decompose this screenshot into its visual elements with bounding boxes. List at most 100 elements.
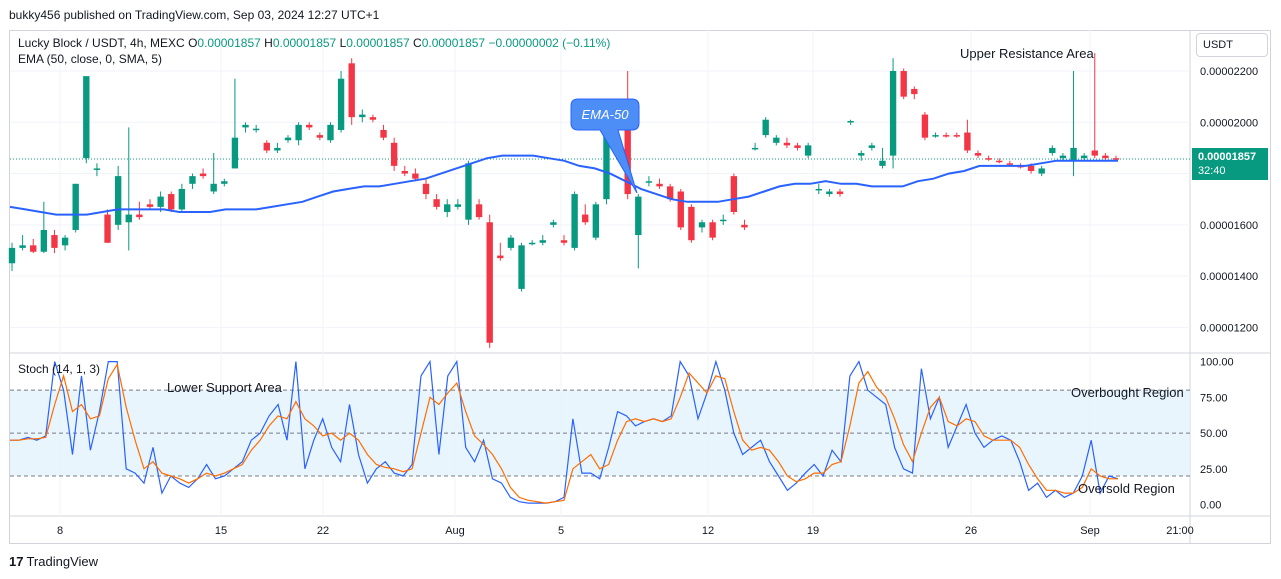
open-label: O	[188, 36, 198, 50]
candle-body	[1070, 147, 1077, 161]
candle-body	[157, 196, 164, 207]
candle-body	[666, 186, 674, 200]
candle-body	[1006, 163, 1014, 165]
candle-body	[454, 204, 462, 207]
time-tick-label: 19	[807, 525, 819, 537]
ema-legend[interactable]: EMA (50, close, 0, SMA, 5)	[18, 52, 163, 66]
candle-body	[284, 137, 292, 141]
stoch-tick-label: 75.00	[1200, 392, 1228, 404]
candle-body	[560, 240, 568, 243]
candle-body	[19, 245, 26, 248]
candle-body	[656, 183, 663, 187]
candle-body	[868, 145, 876, 148]
candle-body	[380, 129, 387, 138]
candle-body	[221, 181, 228, 184]
tradingview-brand[interactable]: 17 TradingView	[9, 554, 98, 569]
candle-body	[1038, 168, 1045, 174]
candle-body	[847, 121, 854, 123]
candle-body	[263, 142, 270, 151]
candle-body	[252, 128, 260, 131]
candle-body	[751, 147, 759, 150]
candle-body	[794, 145, 801, 148]
candle-body	[571, 194, 578, 248]
candle-body	[858, 153, 865, 156]
candle-body	[730, 176, 738, 213]
candle-body	[603, 135, 610, 200]
candle-body	[422, 183, 430, 195]
candle-body	[146, 204, 154, 207]
stoch-tick-label: 50.00	[1200, 428, 1228, 440]
candle-body	[836, 191, 844, 195]
price-tick-label: 0.00001600	[1200, 220, 1258, 232]
candle-body	[539, 240, 546, 243]
candle-body	[1102, 155, 1109, 159]
candle-body	[879, 160, 886, 166]
candle-body	[72, 183, 79, 230]
candle-body	[932, 135, 939, 137]
time-tick-label: Aug	[445, 525, 465, 537]
price-tick-label: 0.00002200	[1200, 66, 1258, 78]
currency-button[interactable]: USDT	[1196, 33, 1268, 57]
ema-callout: EMA-50	[570, 98, 640, 194]
candle-body	[136, 214, 143, 218]
overbought-label: Overbought Region	[1071, 385, 1184, 400]
candle-body	[889, 71, 897, 156]
candle-body	[942, 135, 950, 137]
ema-50-line	[9, 154, 1118, 216]
tradingview-name: TradingView	[26, 554, 99, 569]
candle-body	[412, 173, 419, 179]
candle-body	[783, 142, 791, 146]
stoch-lines	[10, 359, 1119, 504]
ema-line	[9, 154, 1118, 216]
candle-body	[51, 235, 58, 248]
candle-body	[83, 76, 90, 159]
candle-body	[921, 114, 929, 138]
candle-body	[709, 222, 716, 238]
high-value: 0.00001857	[272, 36, 337, 50]
candle-body	[804, 145, 812, 156]
ema-callout-label: EMA-50	[582, 107, 630, 122]
candle-body	[762, 119, 769, 136]
candle-body	[953, 135, 960, 137]
candle-body	[210, 183, 217, 192]
candle-body	[306, 124, 313, 128]
candle-body	[486, 222, 493, 343]
time-tick-label: 5	[558, 525, 564, 537]
change-value: −0.00000002 (−0.11%)	[488, 36, 611, 50]
candle-body	[1080, 155, 1088, 159]
oversold-label: Oversold Region	[1078, 481, 1175, 496]
candle-body	[444, 204, 451, 213]
time-tick-label: 22	[317, 525, 329, 537]
candle-body	[964, 132, 971, 151]
candle-body	[1049, 147, 1056, 154]
axes: 8 15 22 Aug 5 12 19 26 Sep 21:00 0.00002200 0.00002…	[57, 66, 1258, 537]
candle-body	[114, 176, 122, 225]
candle-body	[645, 181, 653, 183]
candle-body	[189, 176, 196, 184]
callout-bubble	[570, 98, 640, 194]
time-tick-label: 21:00	[1166, 525, 1194, 537]
candle-body	[1027, 165, 1035, 171]
price-tick-label: 0.00001400	[1200, 271, 1258, 283]
stoch-k-line	[10, 359, 1119, 504]
candle-body	[698, 222, 706, 228]
candle-body	[327, 124, 334, 141]
candle-body	[231, 137, 239, 169]
candle-body	[61, 237, 69, 246]
candle-body	[348, 63, 355, 118]
candle-body	[1112, 158, 1120, 160]
candle-body	[199, 173, 207, 177]
symbol-label[interactable]: Lucky Block / USDT, 4h, MEXC	[18, 36, 185, 50]
stoch-legend[interactable]: Stoch (14, 1, 3)	[18, 362, 101, 376]
candle-body	[528, 242, 536, 245]
candle-body	[337, 78, 345, 130]
candle-body	[815, 188, 822, 191]
candle-body	[592, 204, 600, 238]
candle-body	[390, 142, 398, 166]
candle-body	[168, 194, 175, 210]
candle-body	[720, 219, 727, 222]
candle-body	[773, 137, 780, 143]
candle-body	[985, 158, 992, 160]
stoch-d-line	[10, 362, 1118, 504]
